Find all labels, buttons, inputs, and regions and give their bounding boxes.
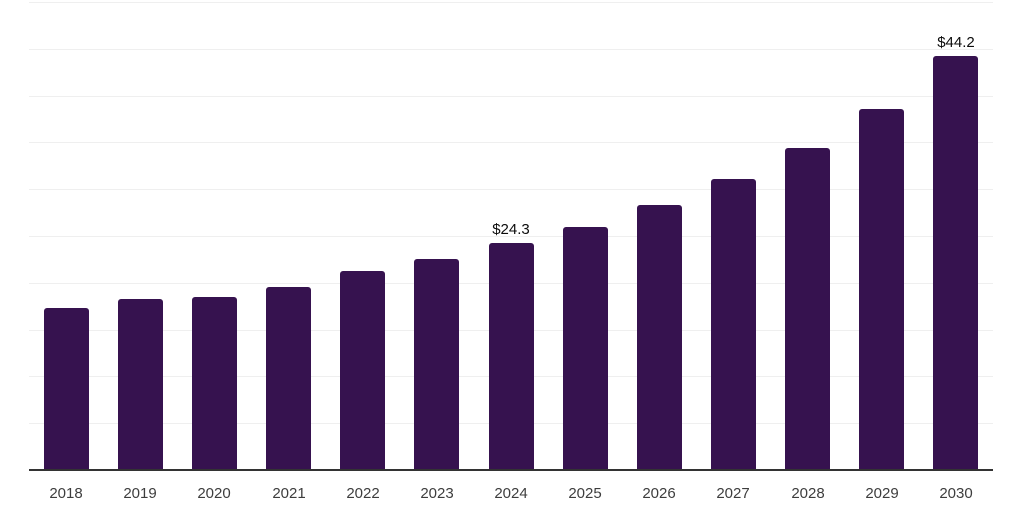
x-tick-label-2021: 2021 [272, 485, 306, 502]
bar-2024[interactable] [489, 243, 534, 470]
x-tick-label-2020: 2020 [197, 485, 231, 502]
value-label-2030: $44.2 [937, 34, 975, 51]
x-axis-line [29, 469, 993, 471]
x-tick-label-2019: 2019 [123, 485, 157, 502]
x-tick-label-2028: 2028 [791, 485, 825, 502]
bar-2022[interactable] [340, 271, 385, 470]
x-tick-label-2023: 2023 [420, 485, 454, 502]
bar-2021[interactable] [266, 287, 311, 470]
x-tick-label-2024: 2024 [494, 485, 528, 502]
x-tick-label-2026: 2026 [642, 485, 676, 502]
x-tick-label-2025: 2025 [568, 485, 602, 502]
gridline-35 [29, 142, 993, 143]
bar-2028[interactable] [785, 148, 830, 470]
bar-2029[interactable] [859, 109, 904, 470]
value-label-2024: $24.3 [492, 221, 530, 238]
bar-2018[interactable] [44, 308, 89, 470]
gridline-50 [29, 2, 993, 3]
bar-2019[interactable] [118, 299, 163, 470]
bar-2025[interactable] [563, 227, 608, 470]
x-tick-label-2018: 2018 [49, 485, 83, 502]
x-tick-label-2027: 2027 [716, 485, 750, 502]
x-tick-label-2030: 2030 [939, 485, 973, 502]
bar-2027[interactable] [711, 179, 756, 470]
x-tick-label-2022: 2022 [346, 485, 380, 502]
bar-2030[interactable] [933, 56, 978, 470]
gridline-45 [29, 49, 993, 50]
bar-2026[interactable] [637, 205, 682, 470]
bar-2023[interactable] [414, 259, 459, 470]
gridline-40 [29, 96, 993, 97]
gridline-25 [29, 236, 993, 237]
gridline-30 [29, 189, 993, 190]
x-tick-label-2029: 2029 [865, 485, 899, 502]
bar-2020[interactable] [192, 297, 237, 470]
